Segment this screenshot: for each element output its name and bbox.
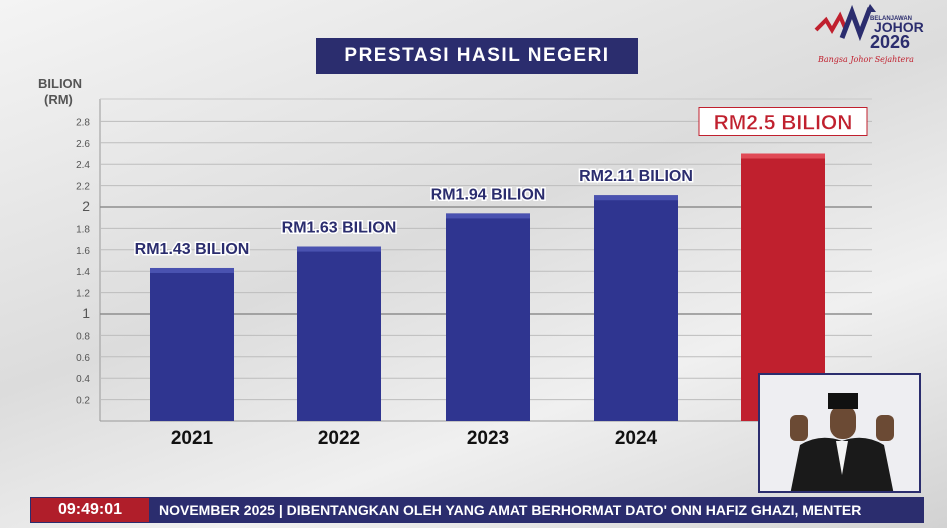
- data-label: RM1.63 BILION: [282, 220, 397, 237]
- bar-cap: [446, 213, 530, 219]
- x-category-label: 2022: [318, 428, 360, 449]
- data-label: RM1.43 BILION: [135, 241, 250, 258]
- data-labels: RM1.43 BILION RM1.63 BILION RM1.94 BILION R…: [133, 107, 868, 259]
- sign-language-interpreter-video: [758, 373, 921, 493]
- x-category-label: 2024: [615, 428, 658, 449]
- y-tick-label: 1.6: [76, 246, 90, 257]
- logo-line1: BELANJAWAN: [870, 16, 912, 22]
- ticker-text: NOVEMBER 2025 | DIBENTANGKAN OLEH YANG A…: [149, 498, 923, 522]
- y-axis-label-line2: (RM): [44, 92, 73, 107]
- y-tick-label: 0.6: [76, 353, 90, 364]
- y-tick-label: 2: [82, 198, 90, 214]
- bar-2023: [446, 213, 530, 421]
- bar-cap: [150, 267, 234, 273]
- y-axis-label-line1: BILION: [38, 76, 82, 91]
- x-axis-categories: 2021 2022 2023 2024: [171, 428, 658, 449]
- data-label: RM2.5 BILION: [714, 112, 853, 135]
- bar-cap: [741, 153, 825, 159]
- bars: [150, 153, 825, 421]
- y-tick-label: 0.4: [76, 374, 90, 385]
- clock-time: 09:49:01: [31, 498, 149, 522]
- bar-2024: [594, 195, 678, 421]
- y-tick-label: 2.4: [76, 160, 90, 171]
- y-axis-ticks: 0.2 0.4 0.6 0.8 1 1.2 1.4 1.6 1.8 2 2.2 2.4 2.6 2.8: [76, 117, 90, 406]
- y-tick-label: 2.8: [76, 117, 90, 128]
- bar-cap: [297, 246, 381, 252]
- logo-tagline: Bangsa Johor Sejahtera: [817, 55, 914, 64]
- bar-2022: [297, 246, 381, 421]
- news-ticker: 09:49:01 NOVEMBER 2025 | DIBENTANGKAN OL…: [30, 497, 924, 523]
- interpreter-icon: [760, 375, 919, 491]
- data-label: RM1.94 BILION: [431, 186, 546, 203]
- y-tick-label: 1.4: [76, 267, 90, 278]
- johor-budget-logo-icon: BELANJAWAN JOHOR 2026 Bangsa Johor Sejah…: [812, 4, 942, 68]
- bar-cap: [594, 195, 678, 201]
- x-category-label: 2023: [467, 428, 509, 449]
- bar-2021: [150, 267, 234, 421]
- chart-title: PRESTASI HASIL NEGERI: [316, 38, 638, 74]
- logo-line3: 2026: [870, 32, 910, 52]
- y-tick-label: 2.2: [76, 182, 90, 193]
- highlight-label-box: [698, 107, 868, 136]
- y-tick-label: 1: [82, 305, 90, 321]
- y-tick-label: 2.6: [76, 139, 90, 150]
- y-tick-label: 1.8: [76, 224, 90, 235]
- y-tick-label: 0.2: [76, 396, 90, 407]
- y-tick-label: 0.8: [76, 331, 90, 342]
- y-tick-label: 1.2: [76, 289, 90, 300]
- logo-line2: JOHOR: [874, 19, 924, 35]
- data-label: RM2.11 BILION: [579, 168, 693, 185]
- x-category-label: 2021: [171, 428, 214, 449]
